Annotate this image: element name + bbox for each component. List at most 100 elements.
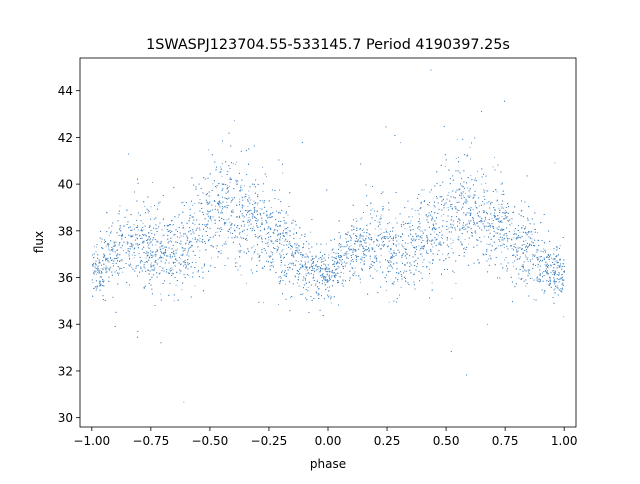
data-point xyxy=(270,250,272,252)
data-point xyxy=(470,158,471,160)
data-point xyxy=(374,268,376,270)
data-point xyxy=(419,230,421,232)
data-point xyxy=(159,248,161,250)
data-point xyxy=(475,224,477,226)
data-point xyxy=(518,277,520,279)
data-point xyxy=(525,285,527,287)
data-point xyxy=(554,260,556,262)
data-point xyxy=(242,214,244,216)
data-point xyxy=(193,212,195,214)
data-point xyxy=(248,224,250,226)
data-point xyxy=(246,234,248,236)
data-points xyxy=(91,69,565,403)
data-point xyxy=(380,216,382,218)
data-point xyxy=(456,139,458,141)
data-point xyxy=(318,271,320,273)
data-point xyxy=(101,241,103,243)
data-point xyxy=(220,250,222,252)
data-point xyxy=(360,262,362,264)
data-point xyxy=(452,224,454,226)
data-point xyxy=(363,242,365,244)
data-point xyxy=(469,147,471,149)
data-point xyxy=(248,195,250,197)
data-point xyxy=(536,276,538,278)
data-point xyxy=(363,228,364,230)
data-point xyxy=(529,261,531,262)
data-point xyxy=(218,195,220,197)
data-point xyxy=(304,261,306,263)
data-point xyxy=(525,239,527,241)
data-point xyxy=(136,234,138,236)
data-point xyxy=(428,268,430,270)
data-point xyxy=(464,247,466,249)
data-point xyxy=(199,237,201,239)
data-point xyxy=(263,301,265,303)
data-point xyxy=(96,271,98,273)
data-point xyxy=(123,250,124,252)
data-point xyxy=(142,261,144,263)
data-point xyxy=(448,192,450,194)
data-point xyxy=(149,210,150,212)
data-point xyxy=(528,273,530,275)
data-point xyxy=(182,225,184,227)
data-point xyxy=(494,157,495,159)
data-point xyxy=(505,218,507,220)
data-point xyxy=(275,240,277,241)
data-point xyxy=(93,246,95,248)
data-point xyxy=(350,235,352,237)
data-point xyxy=(389,222,390,224)
data-point xyxy=(549,276,551,278)
data-point xyxy=(505,209,506,211)
data-point xyxy=(289,243,291,245)
data-point xyxy=(487,323,488,325)
data-point xyxy=(511,248,513,250)
data-point xyxy=(225,206,227,208)
data-point xyxy=(380,232,382,234)
data-point xyxy=(509,219,511,220)
data-point xyxy=(555,256,557,258)
data-point xyxy=(531,277,533,279)
data-point xyxy=(105,265,107,267)
data-point xyxy=(336,256,337,258)
data-point xyxy=(452,242,454,244)
data-point xyxy=(385,289,387,291)
data-point xyxy=(350,245,352,247)
data-point xyxy=(385,228,387,230)
data-point xyxy=(498,204,500,205)
data-point xyxy=(388,261,389,263)
data-point xyxy=(485,182,487,184)
data-point xyxy=(199,240,201,242)
data-point xyxy=(501,245,503,247)
data-point xyxy=(350,236,352,238)
data-point xyxy=(170,267,171,269)
data-point xyxy=(332,259,334,261)
data-point xyxy=(299,237,301,239)
data-point xyxy=(306,275,308,277)
data-point xyxy=(404,228,406,229)
data-point xyxy=(134,233,136,235)
data-point xyxy=(547,274,549,275)
data-point xyxy=(502,207,504,209)
data-point xyxy=(411,245,413,247)
data-point xyxy=(288,230,290,232)
data-point xyxy=(156,240,158,242)
data-point xyxy=(169,254,171,256)
data-point xyxy=(359,246,361,248)
data-point xyxy=(522,225,524,226)
data-point xyxy=(395,217,397,219)
data-point xyxy=(248,217,250,218)
data-point xyxy=(545,252,546,253)
data-point xyxy=(328,254,330,256)
data-point xyxy=(511,222,513,224)
data-point xyxy=(186,237,188,238)
data-point xyxy=(326,267,328,268)
data-point xyxy=(133,244,135,246)
data-point xyxy=(210,218,212,220)
data-point xyxy=(160,293,162,295)
data-point xyxy=(278,304,279,305)
data-point xyxy=(496,191,498,193)
data-point xyxy=(543,248,545,250)
data-point xyxy=(309,268,310,269)
